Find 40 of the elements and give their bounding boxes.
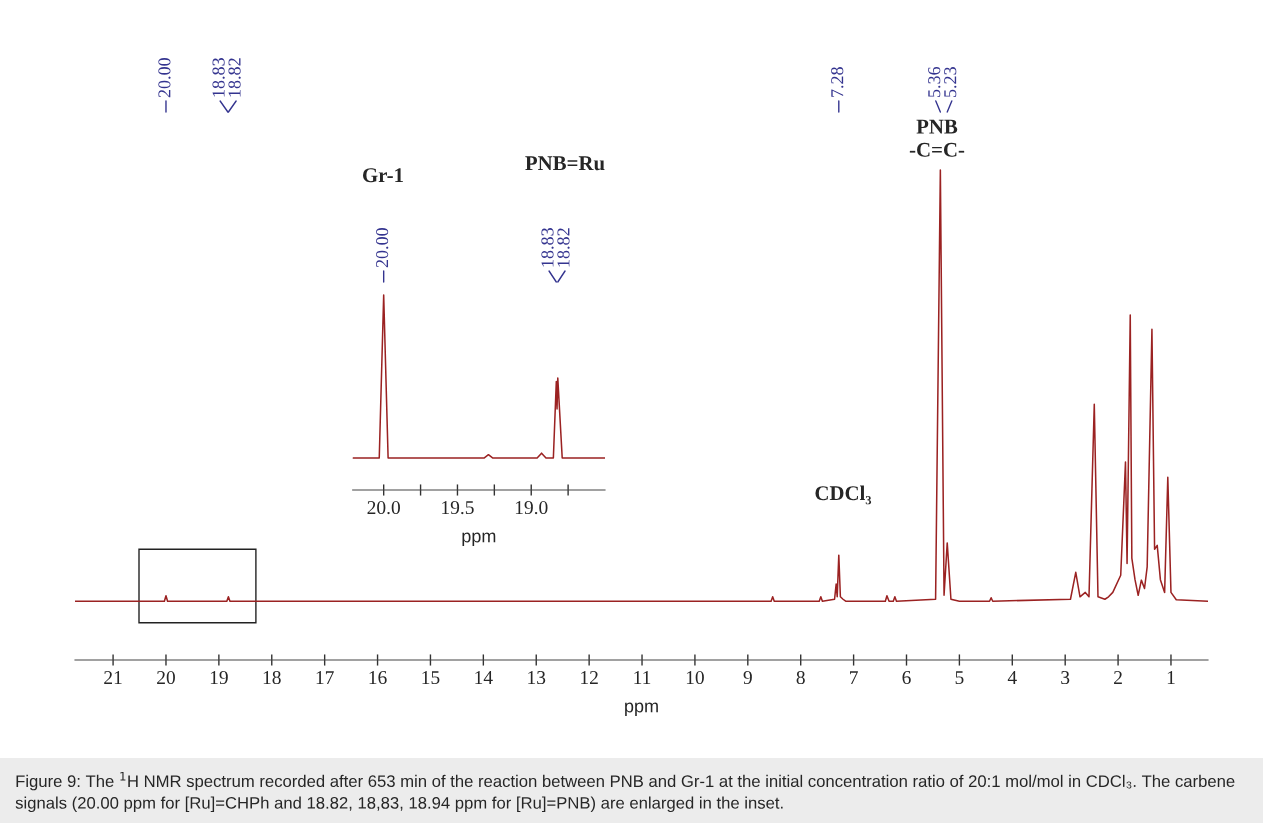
x-tick-label: 12 [581, 671, 598, 684]
annotation: 5.23 [944, 67, 957, 97]
x-tick-label: 11 [634, 671, 651, 684]
x-tick-label: 3 [1061, 671, 1070, 685]
x-tick-label: 10 [686, 670, 704, 685]
x-tick-label: 14 [475, 671, 493, 684]
x-tick-label: 6 [902, 671, 911, 685]
x-tick-label: 15 [422, 671, 440, 685]
x-tick-label: 1 [1167, 671, 1175, 684]
annotation: PNB=Ru [525, 156, 605, 171]
annotation: 18.83 [541, 228, 554, 267]
x-tick-label: 13 [528, 671, 546, 685]
annotation: 7.28 [831, 67, 844, 97]
text: PNB -C=C- [909, 119, 965, 157]
x-tick-label: 8 [796, 670, 805, 685]
annotation: 20.00 [158, 58, 171, 98]
annotation: 18.82 [557, 228, 570, 267]
x-tick-label: 4 [1007, 671, 1017, 684]
x-tick-label: 2 [1114, 671, 1122, 684]
annotation: Gr-1 [363, 168, 403, 183]
x-tick-label: 5 [955, 671, 964, 685]
x-tick-label: 17 [316, 671, 334, 684]
x-tick-label: 7 [850, 671, 858, 684]
x-axis-title: ppm [625, 702, 658, 716]
x-tick-label: 16 [369, 671, 387, 685]
annotation: 18.83 [212, 58, 225, 97]
annotation: 20.00 [376, 228, 389, 268]
x-axis-title: ppm [462, 532, 496, 546]
caption: Figure 9: The $^{1}$H NMR spectrum recorded after 653 min of the reaction between PNB and Gr-1 at the initial concentration ratio of 20:1 mol/mol in CDCl₃. The carbene signals (20.00 ppm for [Ru]=CHPh and 18.82, 18,83, 18.94 ppm for [Ru]=PNB) are enlarged in the inset. [15, 772, 1235, 813]
annotation: 18.82 [228, 58, 241, 97]
x-tick-label: 9 [743, 671, 752, 685]
x-tick-label: 19.0 [515, 500, 548, 515]
annotation: 5.36 [928, 66, 941, 97]
x-tick-label: 19.5 [442, 501, 474, 515]
annotation: CDCl₃ [815, 485, 872, 505]
x-tick-label: 21 [104, 671, 122, 684]
x-tick-label: 20.0 [367, 500, 400, 515]
x-tick-label: 20 [157, 670, 175, 685]
x-tick-label: 18 [263, 670, 281, 685]
x-tick-label: 19 [210, 671, 228, 685]
